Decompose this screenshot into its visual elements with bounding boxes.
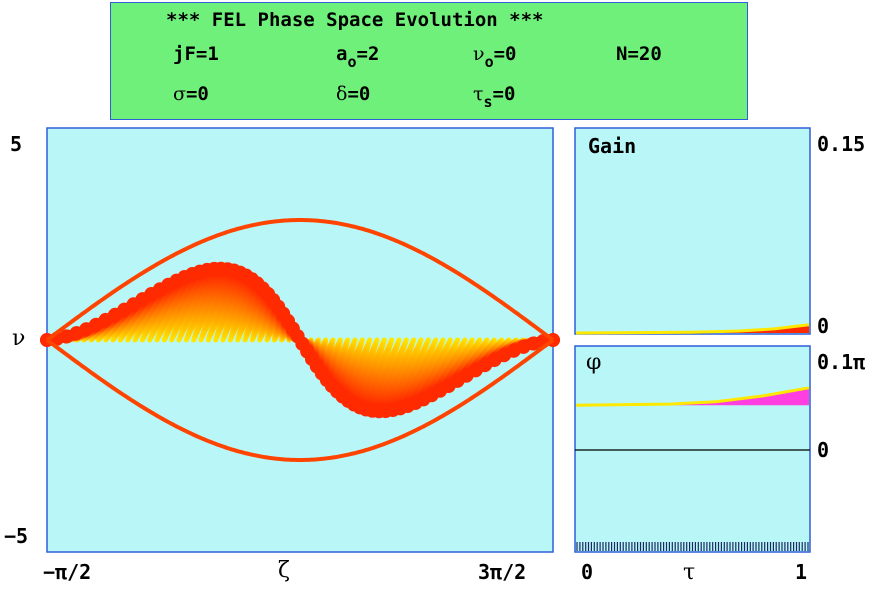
gain-title: Gain <box>588 134 637 158</box>
param-ao: ao=2 <box>336 43 380 71</box>
phase-area <box>576 387 809 406</box>
y-tick-bottom: −5 <box>4 524 29 548</box>
param-n: N=20 <box>616 43 662 65</box>
x-tick-left: −π/2 <box>43 560 92 584</box>
x-tick-right: 3π/2 <box>478 560 527 584</box>
header-title: *** FEL Phase Space Evolution *** <box>166 9 544 31</box>
y-tick-top: 5 <box>10 132 23 156</box>
phase-curve <box>575 386 810 407</box>
y-axis-label: ν <box>12 326 26 351</box>
gain-tick-top: 0.15 <box>817 132 866 156</box>
separatrix-upper <box>45 218 555 342</box>
param-delta: δ=0 <box>336 83 371 105</box>
phase-title: φ <box>586 350 602 375</box>
x-axis-label: ζ <box>278 558 290 583</box>
tau-axis-label: τ <box>683 560 696 585</box>
param-jf: jF=1 <box>173 43 219 65</box>
tau-tick-marks <box>576 542 809 551</box>
phase-tick-top: 0.1π <box>817 350 866 374</box>
parameter-header: *** FEL Phase Space Evolution *** jF=1 a… <box>110 2 748 120</box>
gain-tick-zero: 0 <box>817 314 830 338</box>
gain-curve <box>575 323 810 335</box>
tau-tick-right: 1 <box>795 560 808 584</box>
tau-tick-left: 0 <box>581 560 594 584</box>
phase-panel <box>574 345 811 553</box>
gain-panel <box>574 127 811 335</box>
phase-tick-zero: 0 <box>817 438 830 462</box>
param-nuo: νo=0 <box>473 43 517 71</box>
param-taus: τs=0 <box>473 83 516 111</box>
param-sigma: σ=0 <box>173 83 209 105</box>
separatrix-lower <box>45 338 555 462</box>
